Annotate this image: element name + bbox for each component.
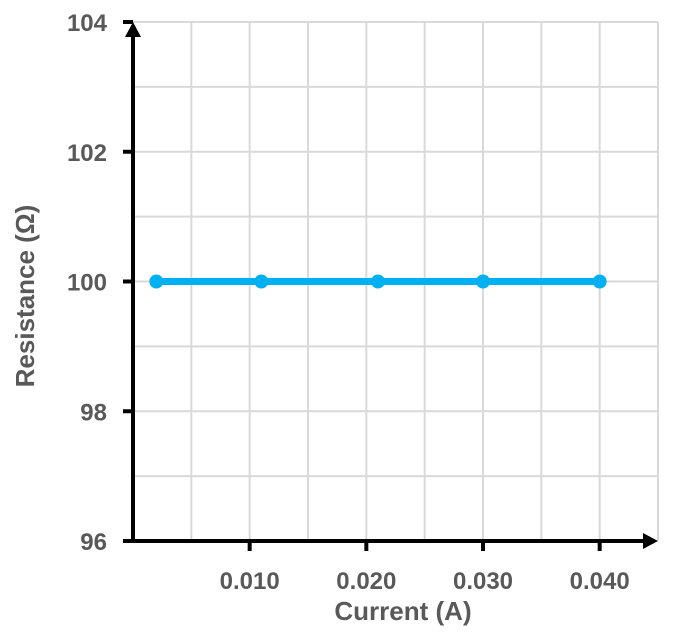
x-tick-label: 0.030 xyxy=(453,568,513,595)
x-tick-label: 0.040 xyxy=(570,568,630,595)
y-tick-label: 96 xyxy=(80,529,107,556)
x-axis-title: Current (A) xyxy=(334,596,471,626)
data-point xyxy=(149,274,164,289)
data-point xyxy=(371,274,385,289)
axes-layer xyxy=(123,20,658,551)
x-tick-label: 0.010 xyxy=(220,568,280,595)
labels-layer: 96 98 100 102 104 0.010 0.020 0.030 0.040 xyxy=(67,10,630,595)
data-point xyxy=(254,274,269,289)
series-layer xyxy=(149,274,607,289)
y-tick-label: 100 xyxy=(67,270,107,297)
x-tick-label: 0.020 xyxy=(336,568,396,595)
y-tick-label: 104 xyxy=(67,10,108,37)
y-tick-label: 102 xyxy=(67,140,107,167)
data-point xyxy=(592,274,607,289)
data-point xyxy=(476,274,490,289)
y-tick-label: 98 xyxy=(80,399,107,426)
y-axis-title: Resistance (Ω) xyxy=(10,205,40,388)
x-axis-arrow-icon xyxy=(643,533,658,549)
y-axis-arrow-icon xyxy=(125,22,141,37)
